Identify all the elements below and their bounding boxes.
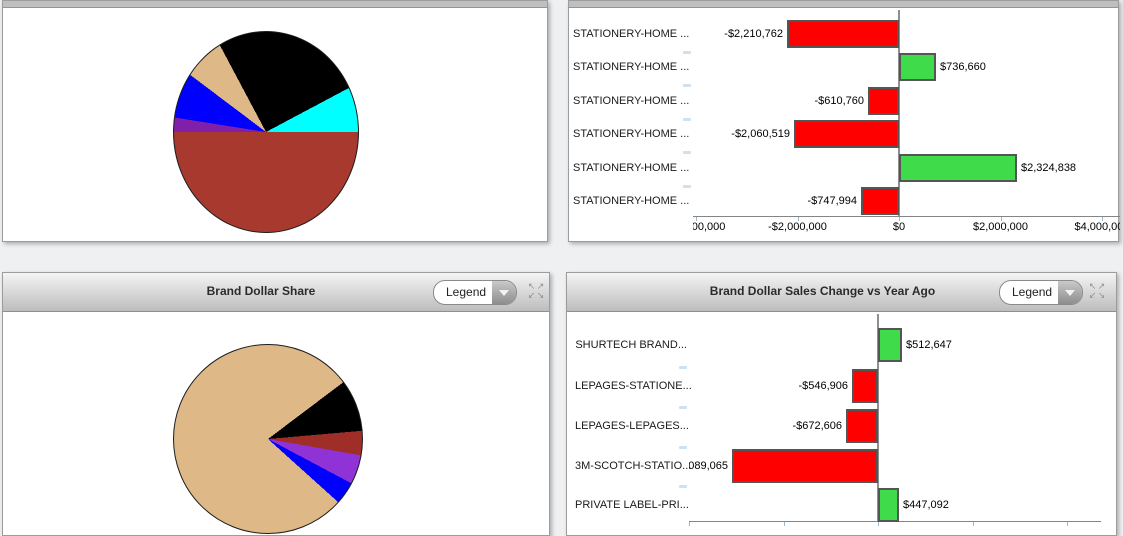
panel-top-left <box>2 0 548 242</box>
plot-area: $512,647 -$546,906 -$672,606 -$3,089,065 $44… <box>689 312 1118 533</box>
panel-bottom-left: Brand Dollar Share Legend ↖ ↗ ↙ ↘ <box>2 272 550 536</box>
plot-area: -$4,000,000 -$2,000,000 $0 $2,000,000 $4,000… <box>693 8 1120 244</box>
bar[interactable] <box>732 448 878 483</box>
category-separator-tick <box>683 84 691 87</box>
category-label: STATIONERY-HOME ... <box>573 95 690 107</box>
category-label: STATIONERY-HOME ... <box>573 195 690 207</box>
category-label: LEPAGES-LEPAGES... <box>575 420 689 432</box>
legend-dropdown[interactable]: Legend <box>999 280 1083 305</box>
category-separator-tick <box>679 485 687 488</box>
bar-value-label: $447,092 <box>903 499 949 511</box>
arrow-sw-icon: ↙ <box>1088 290 1097 300</box>
x-axis-tick <box>1067 522 1068 526</box>
pie-chart[interactable] <box>173 31 359 233</box>
bar-value-label: -$610,760 <box>814 95 864 107</box>
category-label: STATIONERY-HOME ... <box>573 61 690 73</box>
panel-title: Brand Dollar Share <box>206 284 316 298</box>
category-separator-tick <box>679 445 687 449</box>
x-axis-tick <box>696 217 697 221</box>
category-separator-tick <box>683 151 691 154</box>
x-axis-tick-label: $2,000,000 <box>972 221 1029 233</box>
category-label: STATIONERY-HOME ... <box>573 28 690 40</box>
category-label: STATIONERY-HOME ... <box>573 128 690 140</box>
x-axis-tick <box>972 522 974 526</box>
bar-value-label: $512,647 <box>906 339 952 351</box>
pie-chart[interactable] <box>173 344 363 534</box>
bar-value-label: $2,324,838 <box>1021 162 1077 174</box>
x-axis-tick <box>878 522 879 526</box>
bar[interactable] <box>861 187 899 215</box>
panel-header: Brand Dollar Sales Change vs Year Ago Le… <box>567 273 1116 312</box>
bar-value-label: -$2,060,519 <box>731 128 790 140</box>
expand-icon[interactable]: ↖ ↗ ↙ ↘ <box>527 282 545 300</box>
category-label: SHURTECH BRAND... <box>575 339 687 351</box>
arrow-sw-icon: ↙ <box>527 290 536 300</box>
bar[interactable] <box>852 369 878 403</box>
chart-area: SHURTECH BRAND... LEPAGES-STATIONE... LEPA… <box>567 312 1116 535</box>
chevron-down-icon <box>499 290 509 296</box>
dropdown-arrow-button[interactable] <box>491 281 516 304</box>
chevron-down-icon <box>1065 290 1075 296</box>
bar[interactable] <box>878 328 902 362</box>
x-axis-tick-label: $4,000,000 <box>1074 221 1120 233</box>
x-axis-tick-label: -$2,000,000 <box>768 221 827 233</box>
panel-header-remnant <box>569 1 1118 8</box>
category-separator-tick <box>679 406 687 409</box>
bar[interactable] <box>787 20 899 48</box>
dropdown-arrow-button[interactable] <box>1057 281 1082 304</box>
x-axis-tick <box>783 522 785 526</box>
chart-area: STATIONERY-HOME ... STATIONERY-HOME ... ST… <box>569 8 1120 244</box>
arrow-nw-icon: ↖ <box>527 281 536 291</box>
arrow-nw-icon: ↖ <box>1088 281 1097 291</box>
x-axis-tick <box>797 217 799 221</box>
x-axis-tick <box>899 217 900 221</box>
expand-icon[interactable]: ↖ ↗ ↙ ↘ <box>1088 282 1106 300</box>
legend-dropdown-value: Legend <box>446 285 487 299</box>
panel-title: Brand Dollar Sales Change vs Year Ago <box>709 284 936 298</box>
arrow-ne-icon: ↗ <box>536 281 545 291</box>
bar-value-label: -$2,210,762 <box>724 28 783 40</box>
bar[interactable] <box>878 488 899 522</box>
x-axis-tick <box>689 522 690 526</box>
category-label: PRIVATE LABEL-PRI... <box>575 499 689 511</box>
bar[interactable] <box>899 53 936 81</box>
category-separator-tick <box>679 365 687 369</box>
panel-header-remnant <box>3 1 547 8</box>
chart-area <box>3 312 549 535</box>
x-axis-tick-label: $0 <box>892 221 906 233</box>
panel-top-right: STATIONERY-HOME ... STATIONERY-HOME ... ST… <box>568 0 1120 244</box>
arrow-ne-icon: ↗ <box>1097 281 1106 291</box>
x-axis-tick <box>1102 217 1103 221</box>
legend-dropdown[interactable]: Legend <box>433 280 517 305</box>
chart-area <box>3 8 547 241</box>
zero-axis-line <box>877 314 879 521</box>
bar[interactable] <box>794 120 899 148</box>
x-axis-line <box>693 216 1120 217</box>
zero-axis-line <box>898 10 900 216</box>
arrow-se-icon: ↘ <box>536 290 545 300</box>
category-label: LEPAGES-STATIONE... <box>575 380 692 392</box>
category-separator-tick <box>683 50 691 54</box>
panel-header: Brand Dollar Share Legend ↖ ↗ ↙ ↘ <box>3 273 549 312</box>
legend-dropdown-value: Legend <box>1012 285 1053 299</box>
category-label: STATIONERY-HOME ... <box>573 162 690 174</box>
category-label: 3M-SCOTCH-STATIO... <box>575 459 692 472</box>
bar[interactable] <box>868 87 899 115</box>
x-axis-tick <box>1000 217 1002 221</box>
category-separator-tick <box>683 117 691 121</box>
arrow-se-icon: ↘ <box>1097 290 1106 300</box>
bar-value-label: -$672,606 <box>792 420 842 432</box>
bar-value-label: -$546,906 <box>798 380 848 392</box>
bar[interactable] <box>846 409 878 443</box>
bar[interactable] <box>899 154 1017 182</box>
category-separator-tick <box>683 184 691 188</box>
bar-value-label: $736,660 <box>940 61 986 73</box>
bar-value-label: -$747,994 <box>807 195 857 207</box>
bar-value-label: -$3,089,065 <box>689 459 728 472</box>
panel-bottom-right: Brand Dollar Sales Change vs Year Ago Le… <box>566 272 1117 536</box>
x-axis-tick-label: -$4,000,000 <box>693 221 726 233</box>
